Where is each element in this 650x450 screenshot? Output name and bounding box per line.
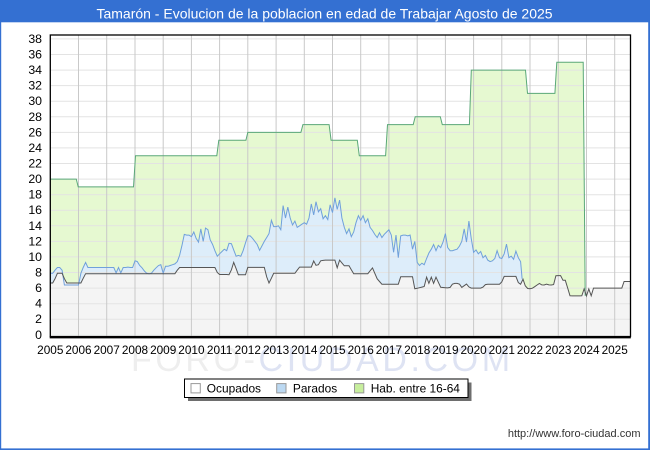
svg-text:2: 2 [35,312,42,326]
svg-text:2025: 2025 [602,343,629,357]
svg-text:26: 26 [28,125,42,139]
svg-text:http://www.foro-ciudad.com: http://www.foro-ciudad.com [508,428,641,440]
svg-text:34: 34 [28,63,42,77]
svg-text:2024: 2024 [573,343,600,357]
svg-text:6: 6 [35,281,42,295]
svg-text:38: 38 [28,32,42,46]
svg-text:0: 0 [35,328,42,342]
svg-text:2010: 2010 [178,343,205,357]
svg-text:36: 36 [28,48,42,62]
svg-text:2017: 2017 [376,343,402,357]
svg-text:2012: 2012 [235,343,261,357]
svg-text:28: 28 [28,110,42,124]
svg-text:10: 10 [28,250,42,264]
svg-text:2023: 2023 [545,343,572,357]
svg-text:Parados: Parados [293,382,337,396]
svg-text:2019: 2019 [432,343,458,357]
svg-text:2009: 2009 [150,343,176,357]
svg-text:20: 20 [28,172,42,186]
svg-text:2016: 2016 [348,343,375,357]
svg-text:Ocupados: Ocupados [207,382,261,396]
svg-text:32: 32 [28,79,42,93]
svg-text:2008: 2008 [122,343,149,357]
svg-text:24: 24 [28,141,42,155]
svg-text:2013: 2013 [263,343,290,357]
svg-text:Tamarón - Evolucion de la pobl: Tamarón - Evolucion de la poblacion en e… [96,5,552,21]
svg-text:2022: 2022 [517,343,543,357]
svg-text:4: 4 [35,297,42,311]
svg-text:12: 12 [28,234,42,248]
svg-text:2007: 2007 [94,343,120,357]
svg-text:16: 16 [28,203,42,217]
svg-text:30: 30 [28,94,42,108]
svg-text:Hab. entre 16-64: Hab. entre 16-64 [371,382,461,396]
svg-text:14: 14 [28,219,42,233]
svg-text:8: 8 [35,266,42,280]
svg-text:2015: 2015 [319,343,346,357]
svg-text:2006: 2006 [65,343,92,357]
svg-text:22: 22 [28,157,42,171]
svg-text:2020: 2020 [460,343,487,357]
svg-text:2014: 2014 [291,343,318,357]
svg-text:2018: 2018 [404,343,431,357]
svg-text:2011: 2011 [207,343,232,357]
svg-text:2005: 2005 [37,343,64,357]
svg-text:18: 18 [28,188,42,202]
svg-text:2021: 2021 [489,343,515,357]
svg-text:FORO-CIUDAD.COM: FORO-CIUDAD.COM [131,341,514,379]
